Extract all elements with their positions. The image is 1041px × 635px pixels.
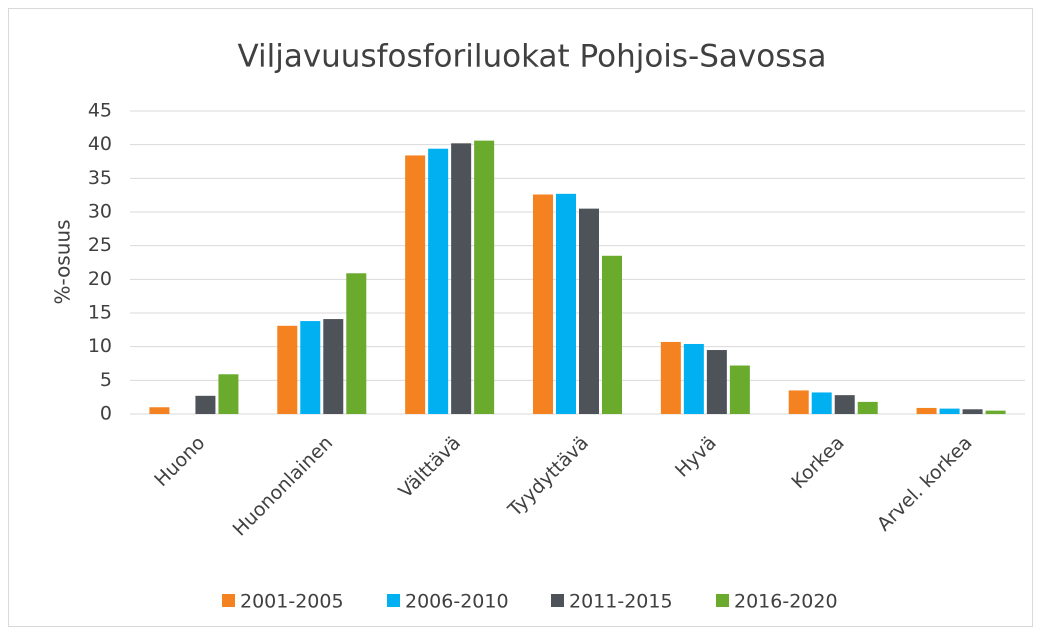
legend-swatch bbox=[222, 594, 235, 607]
bar bbox=[939, 408, 960, 414]
bar bbox=[916, 407, 937, 414]
legend-label: 2006-2010 bbox=[405, 591, 509, 613]
y-tick-label: 10 bbox=[88, 335, 112, 357]
bar bbox=[857, 401, 878, 414]
chart-title: Viljavuusfosforiluokat Pohjois-Savossa bbox=[237, 39, 826, 75]
bar bbox=[277, 325, 298, 414]
y-tick-label: 25 bbox=[88, 234, 112, 256]
bar bbox=[149, 407, 170, 414]
y-tick-label: 45 bbox=[88, 100, 112, 122]
legend-label: 2011-2015 bbox=[569, 591, 673, 613]
y-tick-label: 0 bbox=[100, 403, 112, 425]
y-tick-label: 40 bbox=[88, 133, 112, 155]
bar bbox=[834, 395, 855, 414]
y-tick-label: 15 bbox=[88, 302, 112, 324]
legend-swatch bbox=[716, 594, 729, 607]
y-tick-label: 20 bbox=[88, 268, 112, 290]
bar bbox=[218, 374, 239, 414]
y-tick-label: 35 bbox=[88, 167, 112, 189]
y-axis-label: %-osuus bbox=[51, 219, 75, 304]
bar bbox=[533, 194, 553, 414]
bar bbox=[579, 208, 599, 414]
bar bbox=[660, 341, 681, 414]
bar bbox=[706, 350, 727, 414]
y-tick-label: 30 bbox=[88, 201, 112, 223]
y-tick-label: 5 bbox=[100, 369, 112, 391]
bar bbox=[346, 273, 367, 414]
legend-label: 2001-2005 bbox=[240, 591, 344, 613]
legend-swatch bbox=[551, 594, 564, 607]
bar bbox=[323, 319, 344, 414]
bar bbox=[556, 193, 576, 414]
bar bbox=[683, 343, 704, 414]
bar bbox=[195, 395, 216, 414]
bar bbox=[405, 155, 426, 414]
chart-border bbox=[8, 8, 1033, 627]
bar bbox=[428, 148, 449, 414]
bar bbox=[729, 365, 750, 414]
bar bbox=[451, 143, 472, 414]
bar bbox=[474, 140, 495, 415]
bar bbox=[962, 409, 983, 414]
bar bbox=[985, 410, 1006, 414]
bar bbox=[300, 321, 321, 414]
legend-label: 2016-2020 bbox=[734, 591, 838, 613]
bar bbox=[602, 255, 622, 414]
bar bbox=[788, 390, 809, 414]
bar bbox=[811, 392, 832, 414]
legend-swatch bbox=[387, 594, 400, 607]
